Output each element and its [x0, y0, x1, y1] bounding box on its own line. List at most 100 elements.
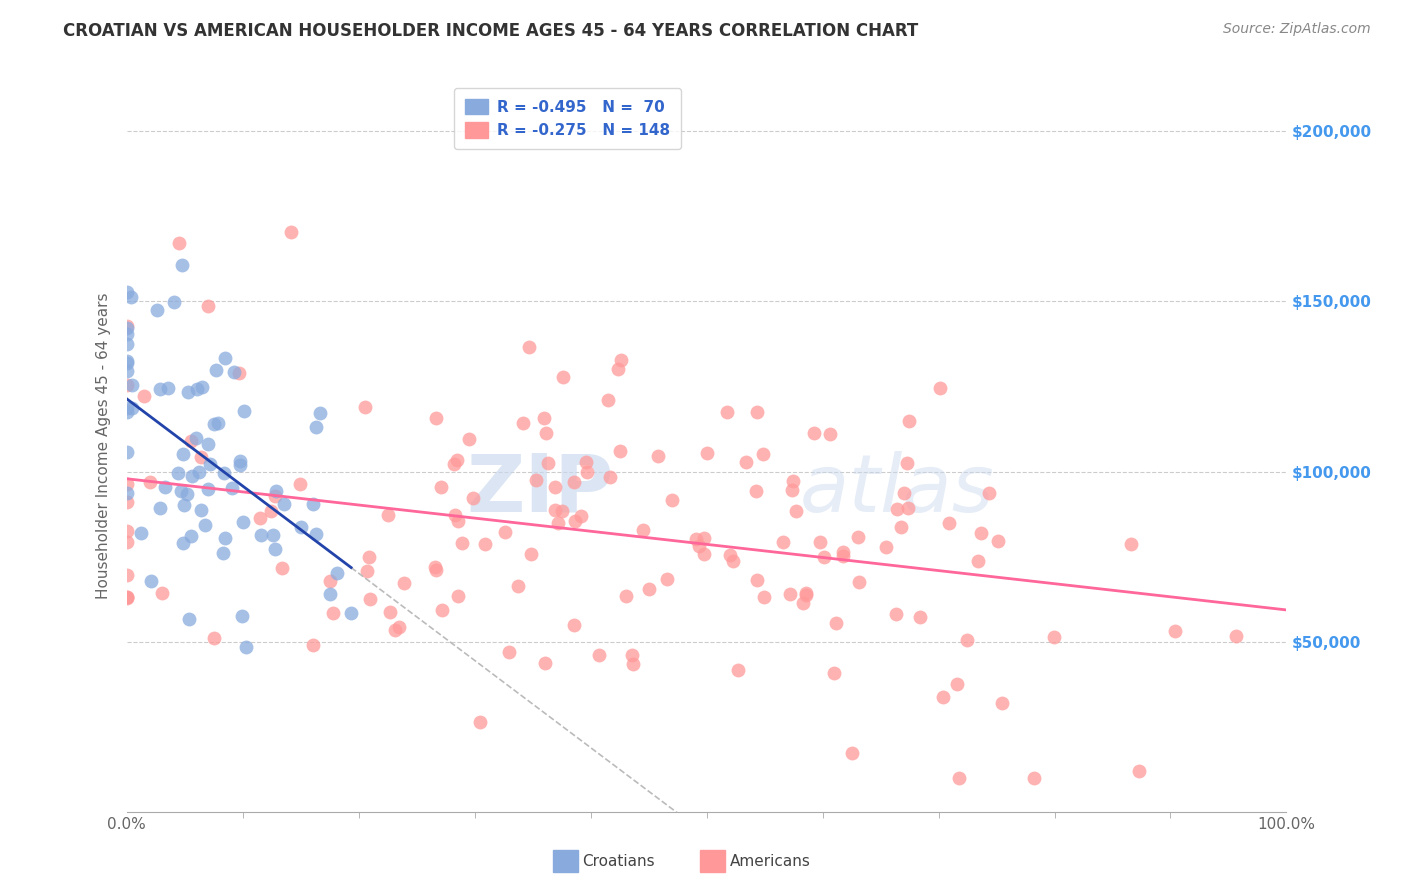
- Point: [115, 285, 138, 299]
- Point: [322, 606, 344, 620]
- Point: [599, 470, 621, 484]
- Point: [115, 524, 138, 538]
- Point: [747, 405, 769, 419]
- Point: [198, 457, 221, 471]
- Legend: R = -0.495   N =  70, R = -0.275   N = 148: R = -0.495 N = 70, R = -0.275 N = 148: [454, 88, 681, 149]
- Point: [115, 401, 138, 415]
- Point: [779, 587, 801, 601]
- Point: [115, 590, 138, 604]
- Point: [115, 591, 138, 605]
- Point: [987, 534, 1010, 549]
- Point: [423, 560, 446, 574]
- Point: [146, 302, 169, 317]
- Point: [792, 597, 814, 611]
- Point: [848, 575, 870, 590]
- Point: [875, 541, 897, 555]
- Point: [820, 427, 842, 442]
- Point: [288, 477, 311, 491]
- Point: [823, 666, 845, 681]
- Point: [498, 645, 520, 659]
- Point: [202, 417, 225, 431]
- Point: [508, 579, 530, 593]
- Point: [120, 290, 142, 304]
- Point: [115, 326, 138, 341]
- Point: [149, 382, 172, 396]
- Point: [1225, 629, 1247, 643]
- Point: [115, 591, 138, 606]
- Point: [190, 503, 212, 517]
- Point: [524, 473, 547, 487]
- Point: [772, 535, 794, 549]
- Point: [214, 531, 236, 545]
- Point: [718, 548, 741, 562]
- Point: [190, 380, 212, 394]
- Point: [898, 414, 921, 428]
- Point: [443, 457, 465, 471]
- Point: [280, 226, 302, 240]
- Point: [180, 528, 202, 542]
- Point: [264, 489, 287, 503]
- Point: [1043, 630, 1066, 644]
- Point: [893, 486, 915, 500]
- Point: [115, 337, 138, 351]
- Point: [221, 481, 243, 495]
- Point: [886, 501, 908, 516]
- Point: [447, 514, 470, 528]
- Point: [262, 528, 284, 542]
- Point: [121, 401, 143, 415]
- Point: [319, 587, 342, 601]
- Point: [235, 640, 257, 654]
- Point: [534, 656, 557, 670]
- Point: [946, 677, 969, 691]
- Point: [607, 362, 630, 376]
- Point: [354, 400, 377, 414]
- Point: [204, 363, 226, 377]
- Point: [172, 447, 194, 461]
- Point: [309, 406, 332, 420]
- Point: [188, 465, 211, 479]
- Point: [173, 498, 195, 512]
- Point: [340, 606, 363, 620]
- Point: [782, 474, 804, 488]
- Point: [263, 542, 285, 557]
- Point: [631, 523, 654, 537]
- Point: [115, 378, 138, 392]
- Point: [1119, 537, 1142, 551]
- Point: [229, 454, 252, 468]
- Point: [609, 443, 631, 458]
- Point: [356, 564, 378, 578]
- Point: [897, 501, 920, 516]
- Text: CROATIAN VS AMERICAN HOUSEHOLDER INCOME AGES 45 - 64 YEARS CORRELATION CHART: CROATIAN VS AMERICAN HOUSEHOLDER INCOME …: [63, 22, 918, 40]
- Text: ZIP: ZIP: [467, 450, 613, 529]
- Point: [620, 648, 643, 663]
- Point: [696, 446, 718, 460]
- Point: [357, 550, 380, 565]
- Point: [533, 410, 555, 425]
- Point: [425, 563, 447, 577]
- Point: [232, 516, 254, 530]
- Point: [302, 638, 325, 652]
- Point: [948, 771, 970, 785]
- Point: [181, 469, 204, 483]
- Point: [186, 431, 208, 445]
- Point: [688, 539, 710, 553]
- Point: [447, 589, 470, 603]
- Point: [966, 553, 988, 567]
- Point: [745, 573, 768, 587]
- Point: [575, 455, 598, 469]
- Point: [377, 508, 399, 523]
- Point: [197, 482, 219, 496]
- Point: [139, 574, 162, 589]
- Point: [562, 618, 585, 632]
- Point: [647, 449, 669, 463]
- Point: [808, 535, 831, 549]
- Point: [444, 508, 467, 523]
- Point: [551, 504, 574, 518]
- Point: [302, 497, 325, 511]
- Point: [260, 504, 283, 518]
- Point: [932, 690, 955, 704]
- Point: [544, 503, 567, 517]
- Point: [150, 586, 173, 600]
- Point: [430, 479, 453, 493]
- Point: [685, 532, 707, 546]
